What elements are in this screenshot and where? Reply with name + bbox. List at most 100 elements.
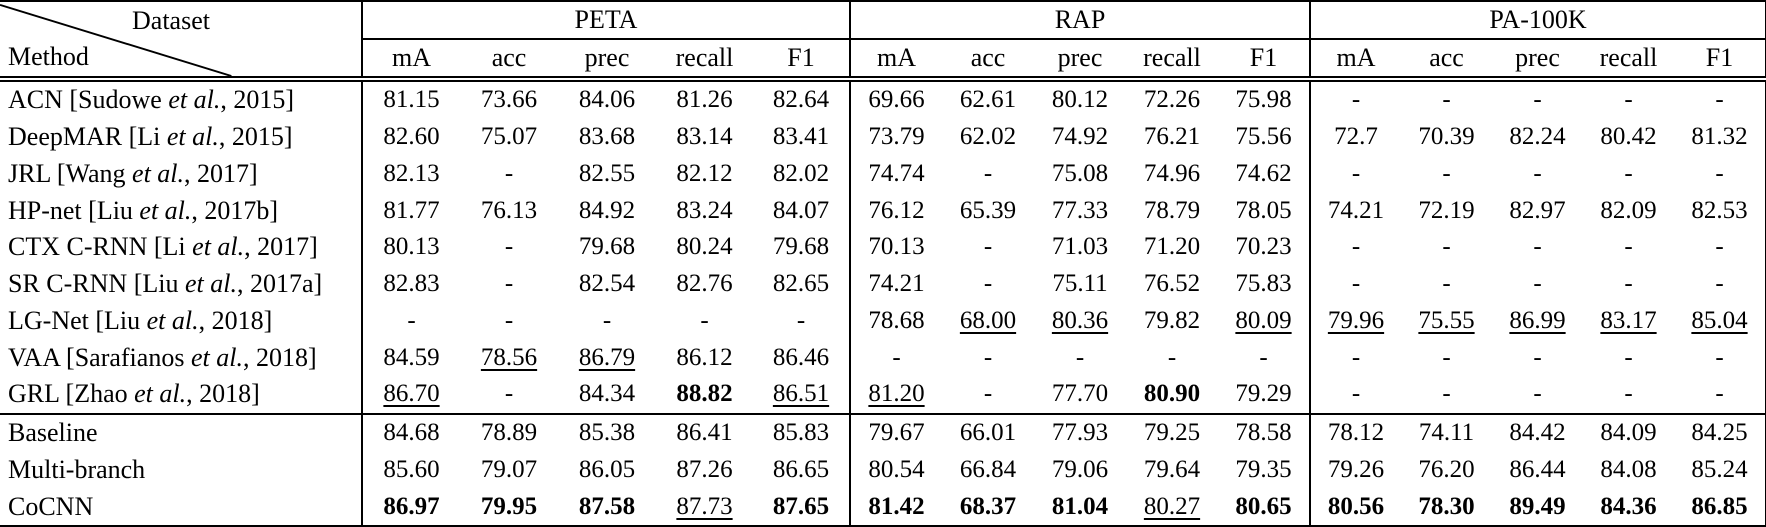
method-cell: ACN [Sudowe et al., 2015] (0, 79, 362, 119)
method-cell: SR C-RNN [Liu et al., 2017a] (0, 266, 362, 303)
value-cell: 70.13 (849, 229, 942, 266)
method-label-part: et al. (166, 122, 219, 152)
value-cell: - (1309, 339, 1401, 376)
metric-header-peta-recall: recall (656, 39, 753, 82)
value-cell: 74.92 (1051, 123, 1109, 151)
value-cell: 82.12 (676, 159, 733, 187)
value-cell: 73.79 (849, 118, 942, 156)
value-cell: 80.90 (1143, 380, 1201, 408)
value-cell: 84.68 (361, 412, 460, 452)
value-cell: 86.85 (1674, 488, 1766, 526)
value-cell: 81.26 (676, 86, 733, 114)
metric-header-pa100k-prec: prec (1492, 39, 1583, 82)
value-cell: - (1624, 343, 1633, 371)
value-cell: 80.56 (1309, 488, 1401, 526)
value-cell: 65.39 (959, 196, 1017, 224)
method-label-part: Baseline (8, 418, 98, 448)
diagonal-line (0, 3, 225, 73)
value-cell: 79.06 (1051, 455, 1109, 483)
value-cell: 72.19 (1418, 196, 1475, 224)
value-cell: 88.82 (676, 380, 733, 408)
metric-header-rap-acc: acc (942, 39, 1034, 82)
value-cell: 82.09 (1600, 196, 1657, 224)
method-cell: CoCNN (0, 488, 362, 526)
value-cell: - (1624, 380, 1633, 408)
value-cell: - (1309, 265, 1401, 303)
value-cell: 82.65 (772, 270, 830, 298)
value-cell: 86.41 (656, 412, 753, 452)
value-cell: 82.02 (772, 159, 830, 187)
metric-header-rap-recall: recall (1126, 39, 1218, 82)
value-cell: 82.55 (578, 159, 636, 187)
method-cell: Multi-branch (0, 451, 362, 488)
value-cell: 85.24 (1674, 451, 1766, 489)
method-label-part: , 2018] (242, 342, 317, 372)
value-cell: - (983, 270, 993, 298)
value-cell: 87.58 (578, 492, 636, 520)
value-cell: 87.73 (676, 492, 733, 520)
metric-header-pa100k-f1: F1 (1674, 39, 1766, 82)
value-cell: 78.56 (480, 343, 538, 371)
value-cell: 85.04 (1674, 302, 1766, 340)
method-label-part: JRL [Wang (8, 158, 133, 188)
metric-header-row: mA acc prec recall F1 mA acc prec recall… (0, 39, 1766, 82)
value-cell: 78.12 (1309, 412, 1401, 452)
value-cell: - (1674, 265, 1766, 303)
value-cell: 82.24 (1509, 123, 1566, 151)
value-cell: - (1533, 86, 1542, 114)
value-cell: 80.24 (676, 233, 733, 261)
value-cell: - (1309, 375, 1401, 414)
value-cell: - (983, 159, 993, 187)
value-cell: 81.32 (1674, 118, 1766, 156)
value-cell: - (1624, 270, 1633, 298)
value-cell: 74.96 (1143, 159, 1201, 187)
value-cell: 81.42 (849, 488, 942, 526)
method-label-part: DeepMAR [Li (8, 122, 167, 152)
value-cell: 66.84 (959, 455, 1017, 483)
value-cell: 74.21 (1309, 192, 1401, 229)
value-cell: - (1674, 229, 1766, 266)
metric-header-peta-f1: F1 (753, 39, 850, 82)
method-label-part: CTX C-RNN [Li (8, 232, 193, 262)
method-label-part: et al. (192, 232, 245, 262)
method-label-part: SR C-RNN [Liu (8, 269, 185, 299)
value-cell: 84.09 (1583, 412, 1674, 452)
value-cell: 78.89 (460, 412, 558, 452)
value-cell: - (1309, 155, 1401, 193)
value-cell: 79.26 (1309, 451, 1401, 489)
value-cell: 84.92 (578, 196, 636, 224)
value-cell: - (1309, 79, 1401, 119)
value-cell: 83.24 (676, 196, 733, 224)
value-cell: - (796, 306, 806, 334)
value-cell: 81.20 (849, 375, 942, 414)
value-cell: 85.83 (753, 412, 850, 452)
value-cell: 85.60 (361, 451, 460, 489)
method-label-part: et al. (139, 195, 192, 225)
method-cell: GRL [Zhao et al., 2018] (0, 376, 362, 414)
value-cell: 89.49 (1509, 492, 1566, 520)
value-cell: 77.93 (1034, 412, 1126, 452)
value-cell: - (1533, 233, 1542, 261)
value-cell: 72.7 (1309, 118, 1401, 156)
metric-header-rap-ma: mA (849, 39, 942, 82)
value-cell: 85.38 (558, 412, 656, 452)
value-cell: - (504, 306, 514, 334)
metric-header-pa100k-recall: recall (1583, 39, 1674, 82)
dataset-header-row: Dataset Method PETA RAP PA-100K (0, 1, 1766, 82)
group-header-pa100k: PA-100K (1309, 1, 1766, 40)
value-cell: 74.62 (1235, 159, 1292, 187)
value-cell: 82.54 (578, 270, 636, 298)
value-cell: 82.83 (361, 265, 460, 303)
method-cell: VAA [Sarafianos et al., 2018] (0, 339, 362, 376)
value-cell: 80.65 (1235, 492, 1292, 520)
value-cell: 74.11 (1401, 412, 1492, 452)
value-cell: 75.55 (1418, 306, 1475, 334)
value-cell: 80.27 (1143, 492, 1201, 520)
table-row: GRL [Zhao et al., 2018] 86.70-84.34 88.82 8… (0, 375, 1766, 414)
value-cell: 86.12 (676, 343, 733, 371)
method-label-part: HP-net [Liu (8, 195, 140, 225)
value-cell: 79.29 (1235, 380, 1292, 408)
value-cell: 84.07 (772, 196, 830, 224)
value-cell: 71.20 (1143, 233, 1201, 261)
